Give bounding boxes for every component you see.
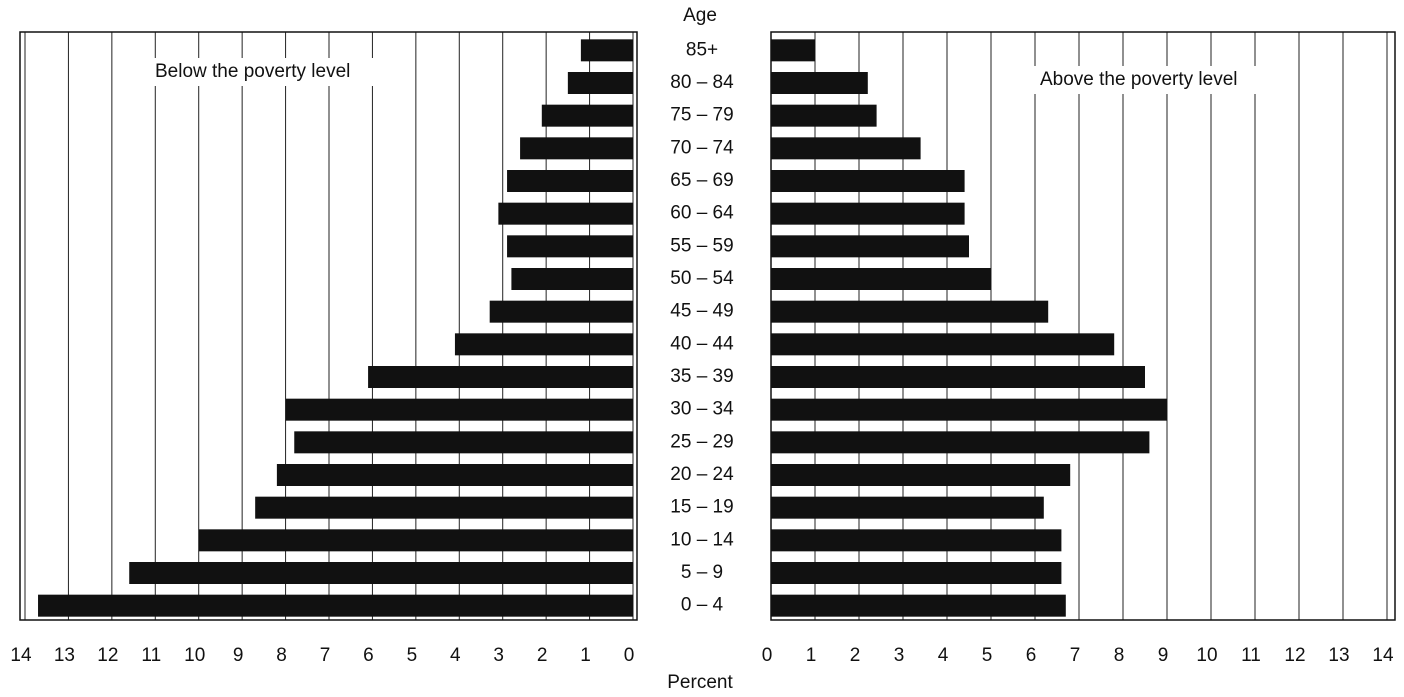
y-axis-label: Age [683,5,717,26]
bar [567,72,633,94]
bar [498,202,633,225]
x-axis-label: Percent [667,672,733,693]
plot-frame [19,31,638,621]
x-tick-label: 4 [450,645,461,666]
bar [771,300,1049,323]
bar [276,464,633,486]
x-tick-label: 2 [537,645,548,666]
bar [520,137,633,160]
y-tick-label: 75 – 79 [670,105,733,126]
x-tick-label: 3 [894,645,905,666]
bar [511,268,633,290]
x-tick-label: 1 [806,645,817,666]
x-tick-label: 0 [624,645,635,666]
y-tick-label: 55 – 59 [670,235,733,256]
x-tick-label: 9 [1158,645,1169,666]
x-tick-label: 4 [938,645,949,666]
y-tick-label: 85+ [686,39,718,60]
bar [771,137,921,160]
y-tick-label: 50 – 54 [670,268,734,289]
bar [507,170,633,192]
bar [771,398,1167,421]
bar [368,366,633,388]
bar [489,300,633,323]
x-tick-label: 11 [141,645,161,666]
x-tick-label: 9 [233,645,244,666]
y-tick-label: 40 – 44 [670,333,734,354]
x-tick-label: 3 [493,645,504,666]
bar [294,431,633,454]
annotation-bg [147,58,392,86]
bar [454,333,633,356]
x-tick-label: 13 [1328,645,1349,666]
bar [255,496,633,519]
y-tick-label: 10 – 14 [670,529,734,550]
bar [771,594,1066,617]
x-tick-label: 13 [54,645,75,666]
y-tick-label: 20 – 24 [670,464,734,485]
x-tick-label: 11 [1241,645,1261,666]
y-tick-label: 35 – 39 [670,366,733,387]
x-tick-label: 14 [10,645,32,666]
y-tick-label: 70 – 74 [670,137,734,158]
bar [38,594,634,617]
bar [771,235,969,258]
bar [771,104,877,127]
y-tick-label: 25 – 29 [670,431,733,452]
x-tick-label: 12 [1284,645,1305,666]
bar [198,529,633,552]
x-tick-label: 7 [1070,645,1081,666]
x-tick-label: 12 [97,645,118,666]
x-tick-label: 2 [850,645,861,666]
x-tick-label: 8 [1114,645,1125,666]
bar [580,39,633,62]
y-tick-label: 60 – 64 [670,203,734,224]
y-tick-label: 5 – 9 [681,562,723,583]
plot-frame [770,31,1396,621]
x-tick-label: 8 [276,645,287,666]
y-tick-label: 30 – 34 [670,399,734,420]
bar [541,104,633,127]
bar [507,235,633,258]
x-tick-label: 5 [982,645,993,666]
x-tick-label: 10 [184,645,205,666]
bar [771,529,1062,552]
bar [771,39,815,62]
x-tick-label: 0 [762,645,773,666]
x-tick-label: 10 [1196,645,1217,666]
bar [771,366,1145,388]
bar [771,464,1071,486]
y-tick-label: 65 – 69 [670,170,733,191]
annotation-bg [1032,66,1277,94]
x-tick-label: 1 [580,645,591,666]
bar [771,170,965,192]
bar [129,562,633,584]
bar [285,398,633,421]
y-tick-label: 45 – 49 [670,301,733,322]
bar [771,431,1150,454]
y-tick-label: 0 – 4 [681,595,724,616]
x-tick-label: 14 [1372,645,1394,666]
bar [771,202,965,225]
x-tick-label: 6 [363,645,374,666]
x-tick-label: 7 [320,645,331,666]
x-tick-label: 6 [1026,645,1037,666]
y-tick-label: 80 – 84 [670,72,734,93]
bar [771,562,1062,584]
panel-title: Above the poverty level [1040,69,1238,90]
bar [771,333,1115,356]
bar [771,268,991,290]
x-tick-label: 5 [407,645,418,666]
y-tick-label: 15 – 19 [670,497,733,518]
bar [771,496,1044,519]
panel-title: Below the poverty level [155,61,350,82]
bar [771,72,868,94]
